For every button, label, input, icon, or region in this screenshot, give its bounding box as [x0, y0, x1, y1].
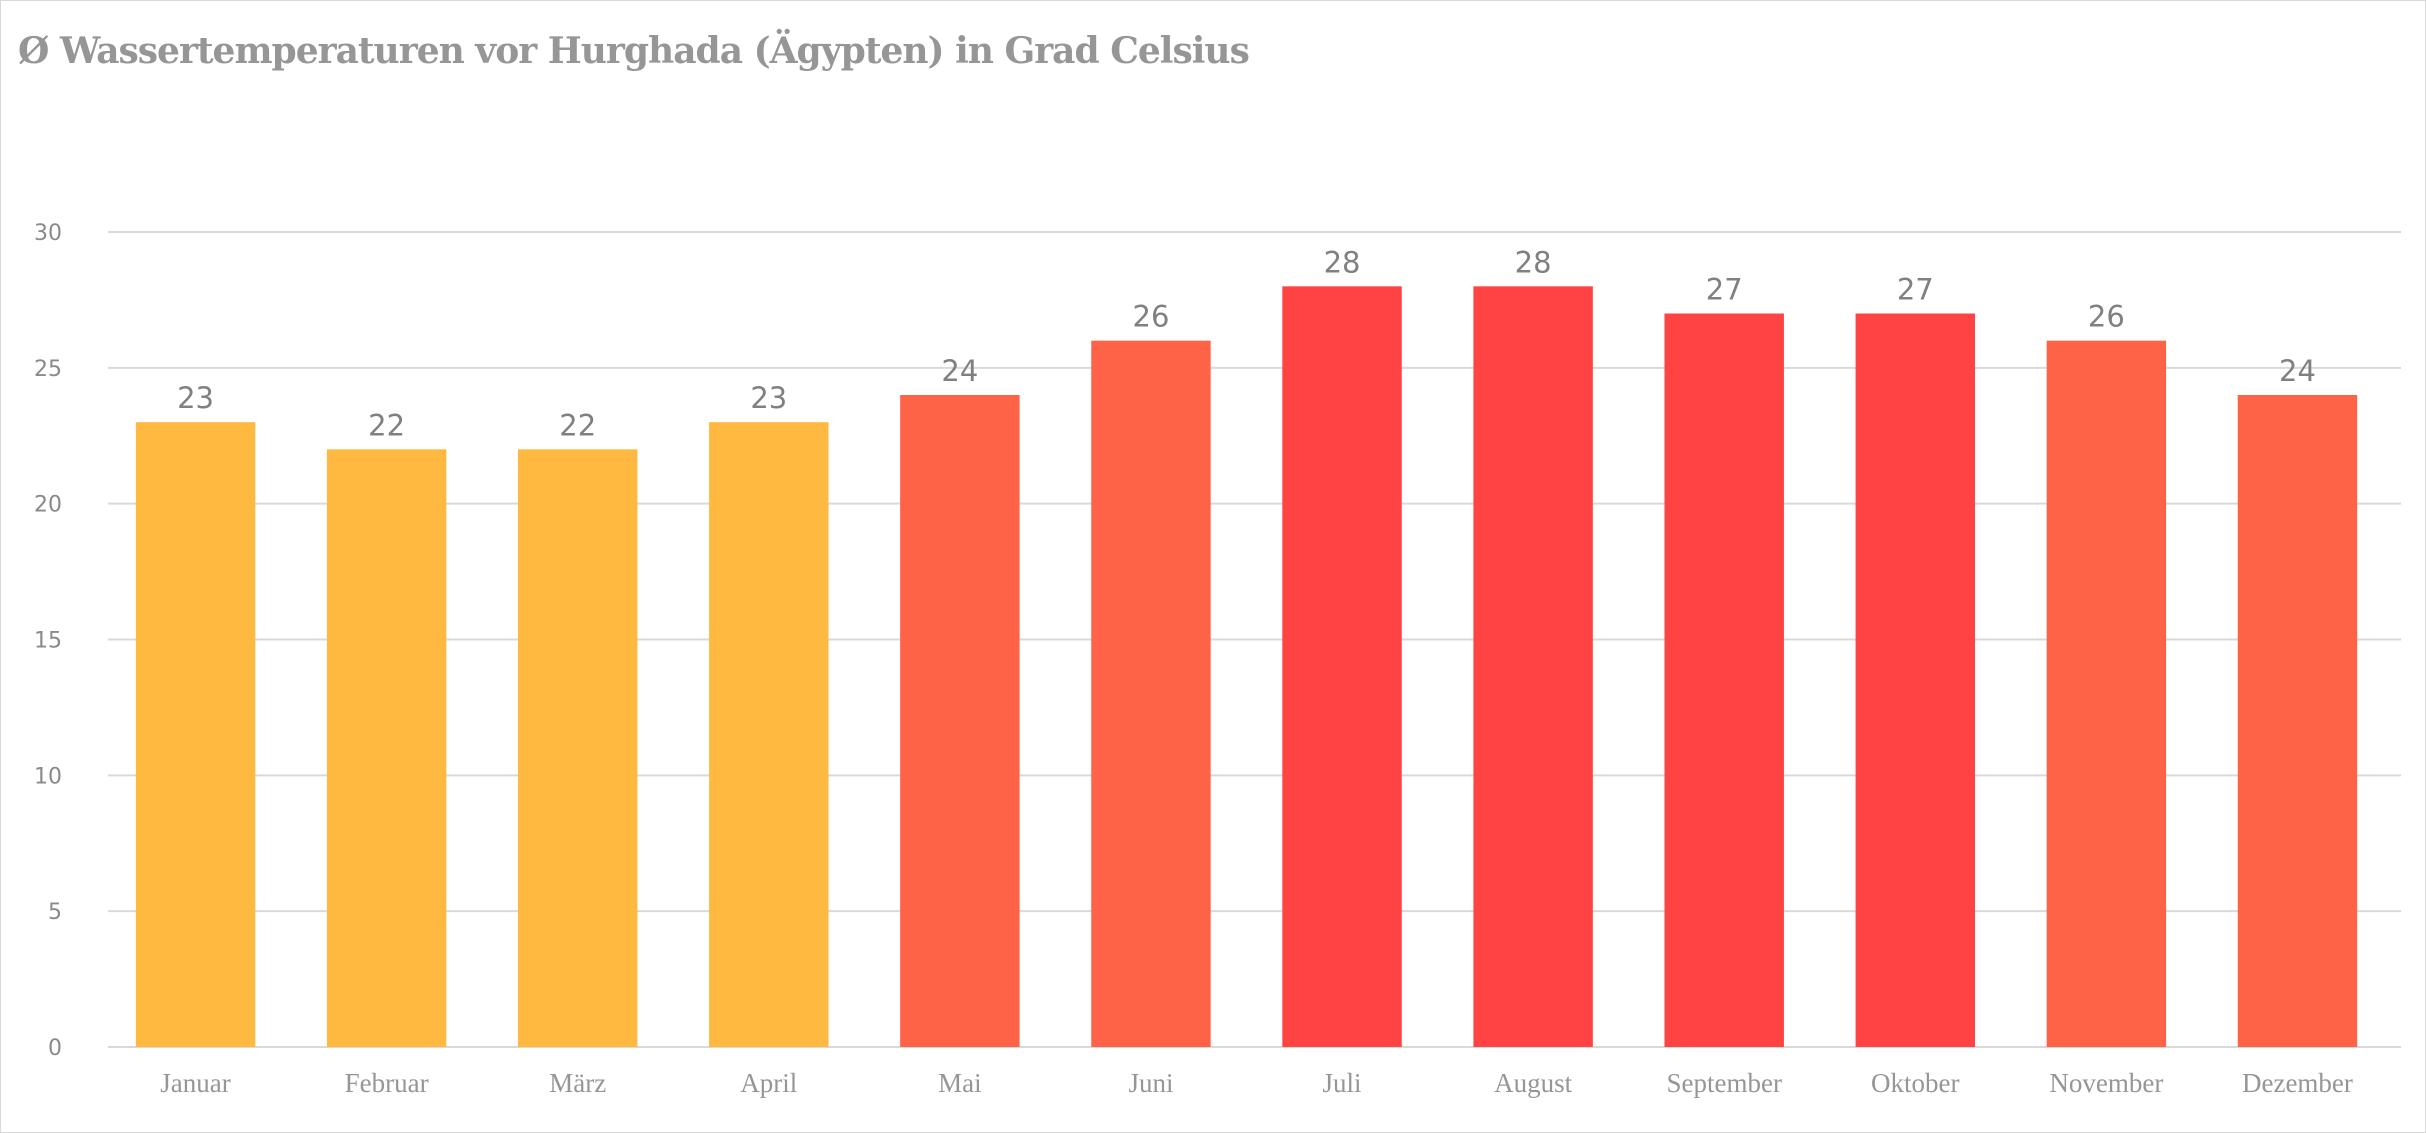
bar-november [2046, 340, 2167, 1048]
bar-januar [135, 422, 256, 1048]
x-tick-label: September [1666, 1068, 1781, 1098]
data-label: 27 [1706, 273, 1743, 307]
bar-mai [900, 395, 1020, 1047]
y-tick-label: 0 [48, 1036, 62, 1061]
bar-april [709, 422, 829, 1048]
data-label: 28 [1515, 245, 1552, 279]
y-tick-label: 15 [34, 629, 62, 654]
bar-oktober [1855, 313, 1976, 1047]
y-tick-label: 25 [34, 357, 62, 382]
data-label: 22 [368, 408, 405, 442]
y-tick-label: 20 [34, 493, 62, 518]
bar-dezember [2237, 395, 2358, 1047]
chart-title: Ø Wassertemperaturen vor Hurghada (Ägypt… [18, 30, 1250, 72]
x-tick-label: April [740, 1068, 797, 1098]
data-label: 26 [2088, 300, 2125, 334]
y-tick-label: 10 [34, 764, 62, 789]
data-label: 27 [1897, 273, 1934, 307]
x-tick-label: Mai [938, 1068, 982, 1098]
x-tick-label: Dezember [2242, 1068, 2353, 1098]
x-tick-label: August [1494, 1068, 1573, 1098]
x-tick-label: Juni [1128, 1068, 1173, 1098]
data-label: 23 [177, 381, 214, 415]
bar-märz [517, 449, 638, 1047]
x-tick-label: Oktober [1871, 1068, 1959, 1098]
bar-februar [326, 449, 447, 1047]
bar-september [1664, 313, 1784, 1047]
bar-juni [1091, 340, 1211, 1048]
x-tick-label: Juli [1323, 1068, 1362, 1098]
x-tick-label: März [549, 1068, 606, 1098]
data-label: 23 [750, 381, 787, 415]
bar-juli [1282, 286, 1402, 1047]
x-tick-label: November [2049, 1068, 2163, 1098]
data-label: 24 [941, 354, 978, 388]
y-tick-label: 5 [48, 900, 62, 925]
data-label: 22 [559, 408, 596, 442]
bar-august [1473, 286, 1593, 1047]
x-tick-label: Januar [160, 1068, 230, 1098]
data-label: 24 [2279, 354, 2316, 388]
data-label: 26 [1133, 300, 1170, 334]
x-tick-label: Februar [345, 1068, 429, 1098]
y-tick-label: 30 [34, 221, 62, 246]
data-label: 28 [1324, 245, 1361, 279]
